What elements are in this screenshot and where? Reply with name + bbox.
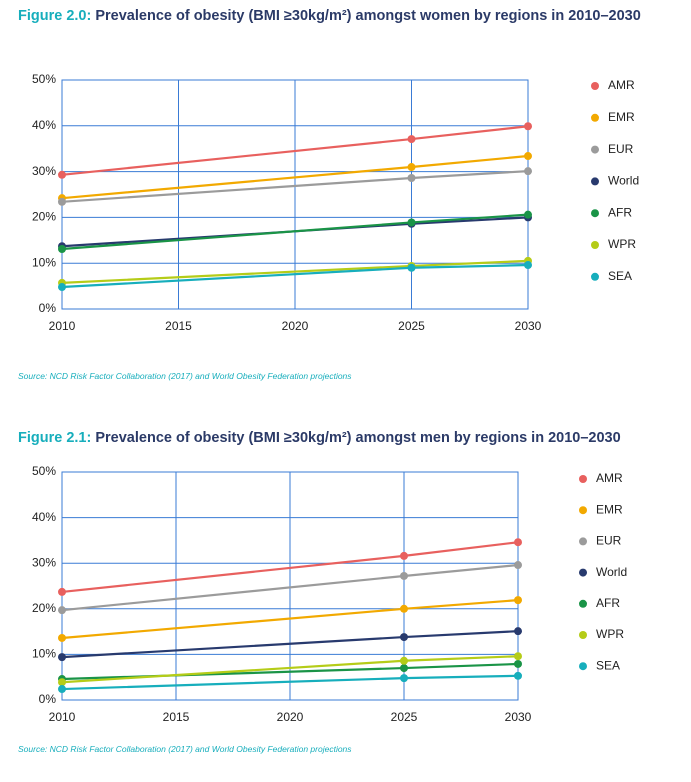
data-point [400, 664, 408, 673]
plot-frame [61, 471, 519, 701]
source: Source: NCD Risk Factor Collaboration (2… [18, 371, 352, 381]
data-point [400, 656, 408, 665]
legend-label: AFR [608, 205, 632, 219]
y-tick-label: 0% [39, 301, 57, 315]
data-point [58, 283, 66, 292]
data-point [58, 678, 66, 687]
legend-label: WPR [608, 237, 636, 251]
data-point [400, 551, 408, 560]
legend-marker [579, 506, 587, 515]
y-tick-label: 50% [32, 464, 56, 478]
data-point [514, 671, 522, 680]
legend-marker [579, 662, 587, 671]
legend-marker [591, 113, 599, 122]
data-point [407, 174, 416, 183]
x-tick-label: 2010 [49, 710, 76, 724]
legend-label: World [596, 565, 627, 579]
data-point [58, 587, 66, 596]
data-point [58, 197, 66, 206]
data-point [407, 218, 416, 227]
legend-label: World [608, 174, 639, 188]
y-tick-label: 40% [32, 118, 56, 132]
legend-label: AMR [608, 78, 635, 92]
legend-marker [579, 568, 587, 577]
legend-label: SEA [596, 658, 620, 672]
y-tick-label: 10% [32, 647, 56, 661]
legend-label: WPR [596, 627, 624, 641]
data-point [514, 538, 522, 547]
x-tick-label: 2020 [282, 319, 309, 333]
x-tick-label: 2030 [515, 319, 542, 333]
y-tick-label: 20% [32, 601, 56, 615]
x-tick-label: 2015 [165, 319, 192, 333]
figure-label: Figure 2.0: [18, 8, 92, 24]
data-point [514, 596, 522, 605]
x-tick-label: 2010 [49, 319, 76, 333]
data-point [407, 263, 416, 272]
data-point [514, 659, 522, 668]
x-tick-label: 2025 [391, 710, 418, 724]
source: Source: NCD Risk Factor Collaboration (2… [18, 744, 352, 754]
data-point [58, 170, 66, 179]
legend-marker [591, 82, 599, 90]
data-point [514, 561, 522, 570]
data-point [58, 606, 66, 615]
data-point [400, 571, 408, 580]
data-point [58, 245, 66, 254]
data-point [524, 261, 532, 270]
data-point [407, 163, 416, 172]
data-point [407, 135, 416, 144]
title-text: Prevalence of obesity (BMI ≥30kg/m²) amo… [95, 430, 621, 446]
legend-marker [579, 599, 587, 608]
y-tick-label: 10% [32, 255, 56, 269]
data-point [524, 167, 532, 176]
legend-marker [591, 177, 599, 186]
legend-marker [591, 272, 599, 281]
data-point [400, 633, 408, 642]
legend-label: EUR [596, 534, 622, 548]
y-tick-label: 20% [32, 210, 56, 224]
x-tick-label: 2015 [163, 710, 190, 724]
data-point [514, 652, 522, 661]
data-point [524, 152, 532, 161]
x-tick-label: 2025 [398, 319, 425, 333]
data-point [514, 627, 522, 636]
x-tick-label: 2020 [277, 710, 304, 724]
legend-label: EUR [608, 142, 634, 156]
y-tick-label: 30% [32, 555, 56, 569]
legend-label: EMR [596, 502, 623, 516]
legend-marker [579, 631, 587, 639]
y-tick-label: 50% [32, 72, 56, 86]
figure-label: Figure 2.1: [18, 430, 92, 446]
legend-marker [591, 145, 599, 154]
data-point [58, 653, 66, 662]
data-point [400, 604, 408, 613]
data-point [58, 633, 66, 642]
legend-label: SEA [608, 269, 632, 283]
figure-title: Figure 2.1: Prevalence of obesity (BMI ≥… [18, 428, 683, 448]
legend-label: AFR [596, 596, 620, 610]
legend-label: AMR [596, 471, 623, 485]
figure-title: Figure 2.0: Prevalence of obesity (BMI ≥… [18, 6, 683, 26]
legend-marker [591, 241, 599, 249]
data-point [400, 674, 408, 683]
data-point [524, 122, 532, 131]
y-tick-label: 40% [32, 510, 56, 524]
x-tick-label: 2030 [505, 710, 532, 724]
y-tick-label: 0% [39, 692, 57, 706]
legend-marker [591, 209, 599, 218]
title-text: Prevalence of obesity (BMI ≥30kg/m²) amo… [95, 8, 641, 24]
legend-label: EMR [608, 110, 635, 124]
y-tick-label: 30% [32, 164, 56, 178]
data-point [524, 210, 532, 219]
legend-marker [579, 537, 587, 546]
data-point [58, 685, 66, 694]
legend-marker [579, 475, 587, 483]
